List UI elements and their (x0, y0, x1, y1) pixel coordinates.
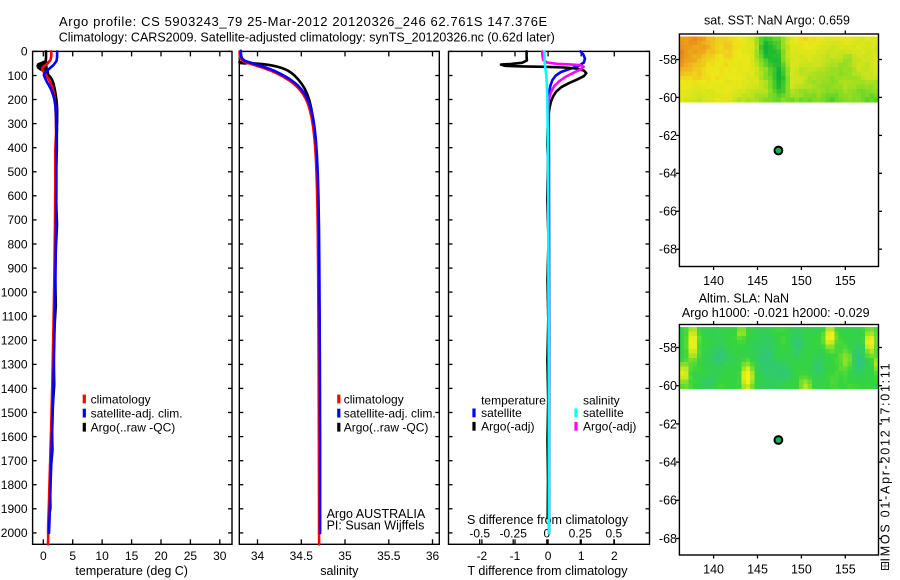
svg-text:800: 800 (7, 237, 27, 251)
svg-text:140: 140 (703, 274, 724, 288)
svg-text:Argo AUSTRALIA: Argo AUSTRALIA (327, 507, 426, 521)
svg-text:Argo(-adj): Argo(-adj) (583, 420, 636, 434)
svg-text:2000: 2000 (1, 526, 28, 540)
svg-text:900: 900 (7, 261, 27, 275)
svg-text:0: 0 (40, 549, 47, 563)
svg-text:Argo(..raw -QC): Argo(..raw -QC) (344, 421, 429, 435)
svg-text:satellite: satellite (583, 406, 624, 420)
svg-text:1300: 1300 (1, 358, 28, 372)
svg-text:150: 150 (791, 274, 812, 288)
svg-text:140: 140 (703, 562, 724, 576)
svg-text:-58: -58 (659, 341, 677, 355)
svg-text:-2: -2 (477, 549, 488, 563)
svg-text:36: 36 (426, 549, 440, 563)
svg-text:satellite-adj. clim.: satellite-adj. clim. (344, 406, 436, 420)
svg-text:Climatology: CARS2009. Satelli: Climatology: CARS2009. Satellite-adjuste… (59, 30, 555, 44)
svg-text:2: 2 (611, 549, 618, 563)
svg-text:1: 1 (578, 549, 585, 563)
svg-text:35: 35 (338, 549, 352, 563)
svg-text:-60: -60 (659, 91, 677, 105)
svg-text:10: 10 (95, 549, 109, 563)
svg-text:-68: -68 (659, 532, 677, 546)
svg-text:1500: 1500 (1, 406, 28, 420)
svg-text:Argo profile: CS 5903243_79 25: Argo profile: CS 5903243_79 25-Mar-2012 … (59, 14, 548, 29)
svg-text:-60: -60 (659, 379, 677, 393)
svg-text:sat. SST: NaN Argo: 0.659: sat. SST: NaN Argo: 0.659 (704, 13, 850, 27)
svg-text:1000: 1000 (1, 285, 28, 299)
svg-text:200: 200 (7, 93, 27, 107)
svg-text:300: 300 (7, 117, 27, 131)
svg-text:155: 155 (835, 562, 856, 576)
svg-text:temperature (deg C): temperature (deg C) (75, 564, 188, 578)
svg-text:-64: -64 (659, 167, 677, 181)
svg-text:145: 145 (747, 274, 768, 288)
svg-text:1600: 1600 (1, 430, 28, 444)
svg-text:34.5: 34.5 (290, 549, 314, 563)
svg-text:15: 15 (125, 549, 139, 563)
svg-text:0.25: 0.25 (569, 527, 593, 541)
svg-text:1100: 1100 (2, 310, 28, 324)
svg-text:-1: -1 (510, 549, 521, 563)
svg-text:30: 30 (213, 549, 227, 563)
svg-text:-64: -64 (659, 456, 677, 470)
svg-text:climatology: climatology (91, 392, 151, 406)
svg-text:salinity: salinity (320, 564, 359, 578)
svg-text:155: 155 (835, 274, 856, 288)
svg-text:-66: -66 (659, 494, 677, 508)
svg-text:600: 600 (7, 189, 27, 203)
svg-text:Argo(-adj): Argo(-adj) (481, 420, 534, 434)
svg-text:-68: -68 (659, 243, 677, 257)
svg-text:0.5: 0.5 (606, 527, 623, 541)
svg-text:satellite: satellite (481, 406, 522, 420)
svg-text:-58: -58 (659, 53, 677, 67)
svg-text:Argo h1000: -0.021 h2000: -0.0: Argo h1000: -0.021 h2000: -0.029 (682, 306, 870, 320)
svg-text:PI: Susan Wijffels: PI: Susan Wijffels (327, 518, 425, 532)
svg-text:Argo(..raw -QC): Argo(..raw -QC) (91, 421, 176, 435)
svg-text:-66: -66 (659, 205, 677, 219)
svg-text:1800: 1800 (1, 478, 28, 492)
svg-text:400: 400 (7, 141, 27, 155)
svg-text:1900: 1900 (1, 502, 28, 516)
svg-text:-0.5: -0.5 (469, 527, 490, 541)
svg-text:150: 150 (791, 562, 812, 576)
svg-text:20: 20 (154, 549, 168, 563)
svg-text:-62: -62 (659, 417, 677, 431)
svg-text:1700: 1700 (1, 454, 28, 468)
svg-text:1200: 1200 (1, 334, 28, 348)
svg-text:climatology: climatology (344, 392, 404, 406)
svg-text:Altim. SLA: NaN: Altim. SLA: NaN (699, 292, 789, 306)
svg-text:34: 34 (251, 549, 265, 563)
svg-text:T difference from climatology: T difference from climatology (467, 564, 628, 578)
svg-text:0: 0 (543, 527, 550, 541)
svg-text:temperature: temperature (481, 394, 546, 408)
svg-text:145: 145 (747, 562, 768, 576)
svg-text:100: 100 (7, 69, 27, 83)
svg-text:satellite-adj. clim.: satellite-adj. clim. (91, 406, 183, 420)
svg-text:5: 5 (69, 549, 76, 563)
svg-text:35.5: 35.5 (377, 549, 401, 563)
svg-text:-0.25: -0.25 (500, 527, 528, 541)
svg-text:500: 500 (7, 165, 27, 179)
svg-text:salinity: salinity (583, 394, 620, 408)
svg-text:0: 0 (21, 45, 28, 59)
svg-text:0: 0 (545, 549, 552, 563)
svg-text:700: 700 (7, 213, 27, 227)
svg-text:IMOS 01-Apr-2012 17:01:11: IMOS 01-Apr-2012 17:01:11 (879, 362, 893, 562)
svg-text:1400: 1400 (1, 382, 28, 396)
svg-text:-62: -62 (659, 129, 677, 143)
svg-text:25: 25 (184, 549, 198, 563)
